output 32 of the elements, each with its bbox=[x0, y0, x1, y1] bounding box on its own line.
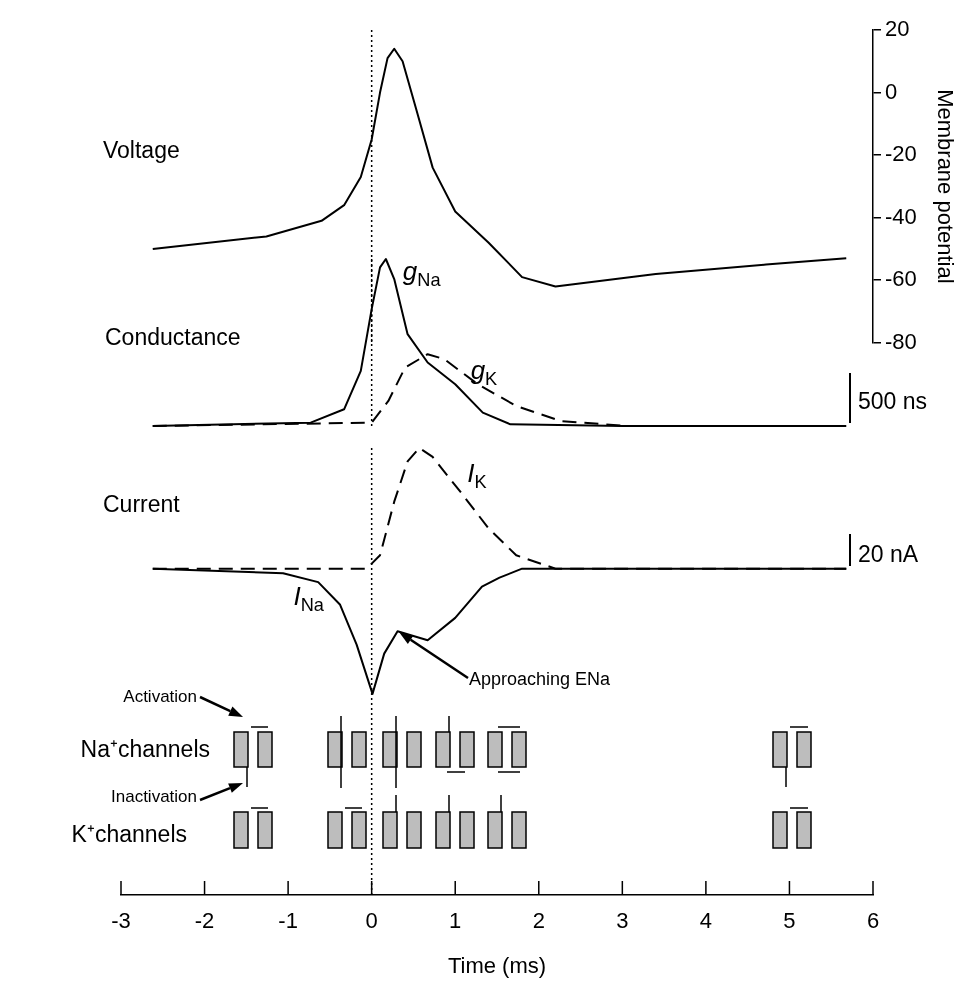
series-label: g$_{K}$ bbox=[470, 355, 498, 390]
x-axis-title: Time (ms) bbox=[447, 952, 547, 978]
x-tick-label: 0 bbox=[365, 908, 378, 934]
annotation: Na⁺channels bbox=[80, 735, 210, 762]
series-label: I$_{Na}$ bbox=[293, 580, 324, 616]
annotation: K⁺channels bbox=[71, 820, 187, 847]
x-tick-label: 5 bbox=[783, 908, 796, 934]
annotation: Inactivation bbox=[111, 786, 197, 806]
x-tick-label: -3 bbox=[111, 908, 131, 934]
annotation: Current bbox=[103, 490, 180, 517]
y-axis-title: Membrane potential bbox=[932, 89, 957, 284]
annotation: Approaching ENa bbox=[469, 669, 611, 689]
annotation: Voltage bbox=[103, 136, 180, 163]
y-tick-label: -20 bbox=[885, 141, 917, 167]
y-tick-label: 20 bbox=[885, 16, 910, 42]
y-tick-label: -40 bbox=[885, 203, 917, 229]
series-label: I$_{K}$ bbox=[467, 458, 487, 493]
x-tick-label: 4 bbox=[699, 908, 713, 934]
y-tick-label: 0 bbox=[885, 78, 898, 104]
x-tick-label: -1 bbox=[278, 908, 298, 934]
x-tick-label: -2 bbox=[194, 908, 215, 934]
annotation: 500 ns bbox=[858, 387, 928, 414]
series-label: g$_{Na}$ bbox=[402, 256, 441, 291]
annotation: Activation bbox=[123, 686, 197, 706]
annotation: 20 nA bbox=[858, 540, 919, 567]
x-tick-label: 6 bbox=[866, 908, 880, 934]
x-tick-label: 3 bbox=[616, 908, 629, 934]
y-tick-label: -80 bbox=[885, 328, 917, 354]
x-tick-label: 1 bbox=[449, 908, 462, 934]
x-tick-label: 2 bbox=[532, 908, 545, 934]
y-tick-label: -60 bbox=[885, 266, 917, 292]
annotation: Conductance bbox=[105, 323, 241, 350]
